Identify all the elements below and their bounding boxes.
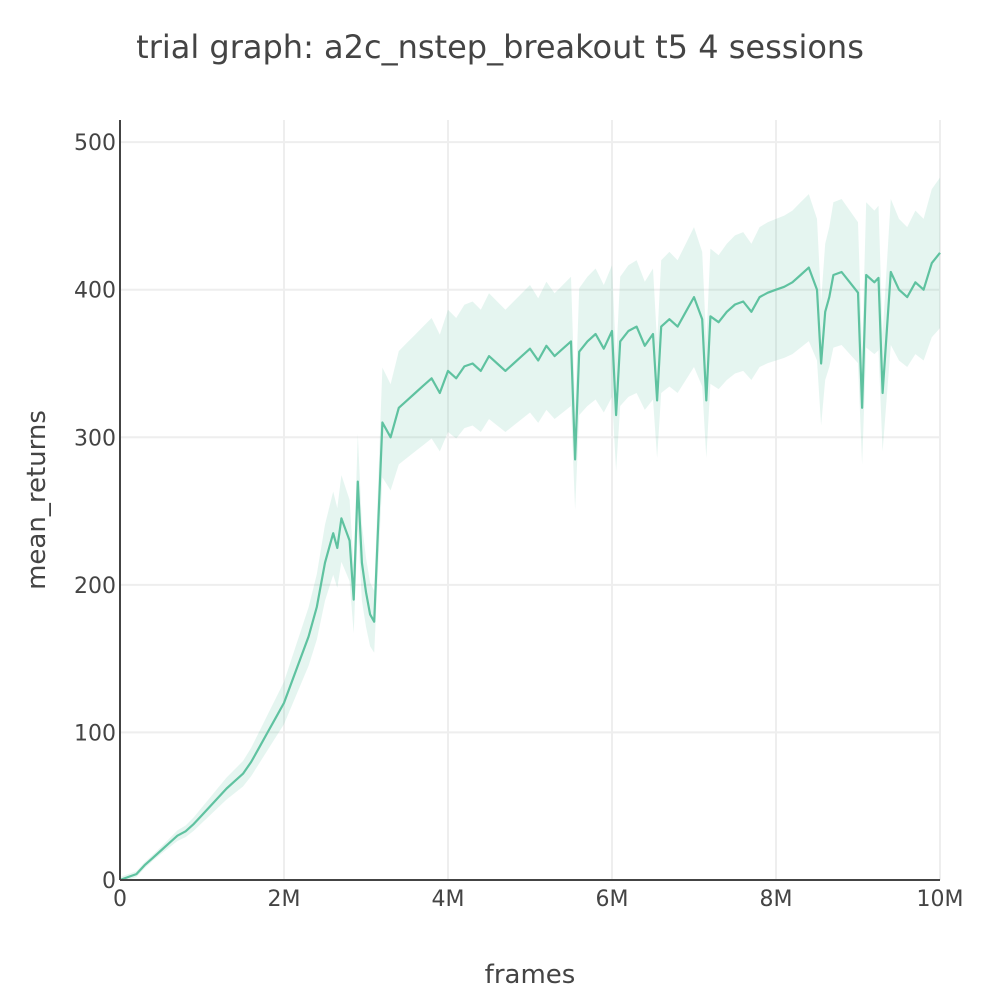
y-tick-labels: 0 100 200 300 400 500	[74, 131, 116, 894]
x-tick-label: 6M	[596, 887, 629, 912]
y-tick-label: 500	[74, 131, 116, 156]
series-line	[119, 252, 941, 882]
session-range-band	[120, 177, 940, 881]
y-tick-label: 300	[74, 426, 116, 451]
x-tick-label: 8M	[760, 887, 793, 912]
y-tick-label: 200	[74, 574, 116, 599]
x-tick-label: 4M	[432, 887, 465, 912]
chart-title: trial graph: a2c_nstep_breakout t5 4 ses…	[136, 28, 864, 66]
x-axis-title: frames	[485, 960, 576, 990]
y-axis-title: mean_returns	[22, 410, 52, 590]
x-tick-label: 10M	[917, 887, 964, 912]
x-tick-label: 2M	[268, 887, 301, 912]
x-gridlines	[283, 120, 941, 880]
y-tick-label: 100	[74, 721, 116, 746]
x-tick-labels: 0 2M 4M 6M 8M 10M	[113, 887, 963, 912]
y-tick-label: 400	[74, 279, 116, 304]
plot-area	[119, 177, 941, 882]
y-gridlines	[120, 141, 940, 734]
x-tick-label: 0	[113, 887, 127, 912]
y-tick-label: 0	[102, 869, 116, 894]
